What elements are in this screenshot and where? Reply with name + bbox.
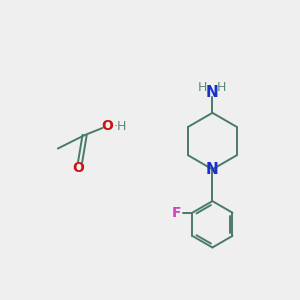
Text: H: H [198,81,208,94]
Text: N: N [206,85,219,100]
Text: H: H [217,81,226,94]
Text: N: N [206,162,219,177]
Text: ·H: ·H [114,120,127,133]
Text: O: O [73,161,85,175]
Text: O: O [101,119,113,133]
Text: F: F [172,206,182,220]
